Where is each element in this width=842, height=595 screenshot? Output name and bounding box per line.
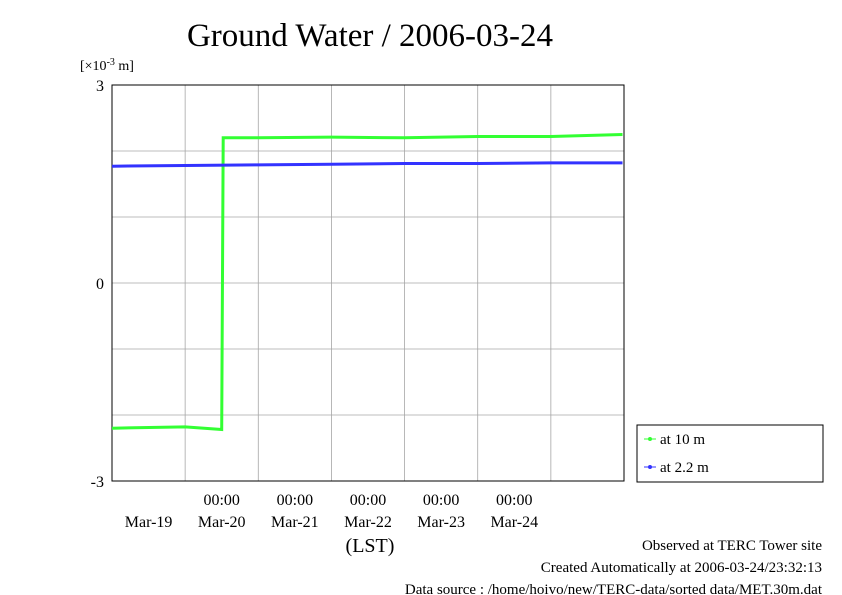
series-layer xyxy=(111,133,623,432)
data-source-note: Data source : /home/hoivo/new/TERC-data/… xyxy=(405,582,823,595)
x-tick-time: 00:00 xyxy=(350,492,386,509)
x-tick-date: Mar-20 xyxy=(198,514,246,531)
x-tick-time: 00:00 xyxy=(423,492,459,509)
x-tick-time: 00:00 xyxy=(203,492,239,509)
y-tick-label: 3 xyxy=(96,78,104,95)
x-tick-date: Mar-23 xyxy=(417,514,465,531)
y-tick-label: 0 xyxy=(96,276,104,293)
observed-note: Observed at TERC Tower site xyxy=(642,538,822,554)
x-tick-date: Mar-19 xyxy=(125,514,173,531)
series-line xyxy=(111,161,623,168)
grid-lines xyxy=(112,85,624,481)
x-tick-date: Mar-21 xyxy=(271,514,319,531)
series-line xyxy=(111,133,623,432)
y-unit-label: [×10-3 m] xyxy=(80,57,134,74)
legend-marker xyxy=(648,465,652,469)
x-axis-label: (LST) xyxy=(346,535,395,557)
legend-marker xyxy=(648,437,652,441)
x-tick-date: Mar-24 xyxy=(490,514,538,531)
plot-frame xyxy=(111,84,625,482)
legend-label: at 2.2 m xyxy=(660,460,709,476)
axis-labels: 3 0 -3 00:00 00:00 00:00 00:00 00:00 Mar-19 Mar-2… xyxy=(91,78,538,531)
x-tick-date: Mar-22 xyxy=(344,514,392,531)
legend-box xyxy=(636,424,824,483)
y-tick-label: -3 xyxy=(91,474,104,491)
x-tick-time: 00:00 xyxy=(496,492,532,509)
created-note: Created Automatically at 2006-03-24/23:3… xyxy=(541,560,822,576)
legend: at 10 m at 2.2 m xyxy=(644,432,709,476)
chart-title: Ground Water / 2006-03-24 xyxy=(187,18,553,54)
x-tick-time: 00:00 xyxy=(277,492,313,509)
legend-label: at 10 m xyxy=(660,432,705,448)
